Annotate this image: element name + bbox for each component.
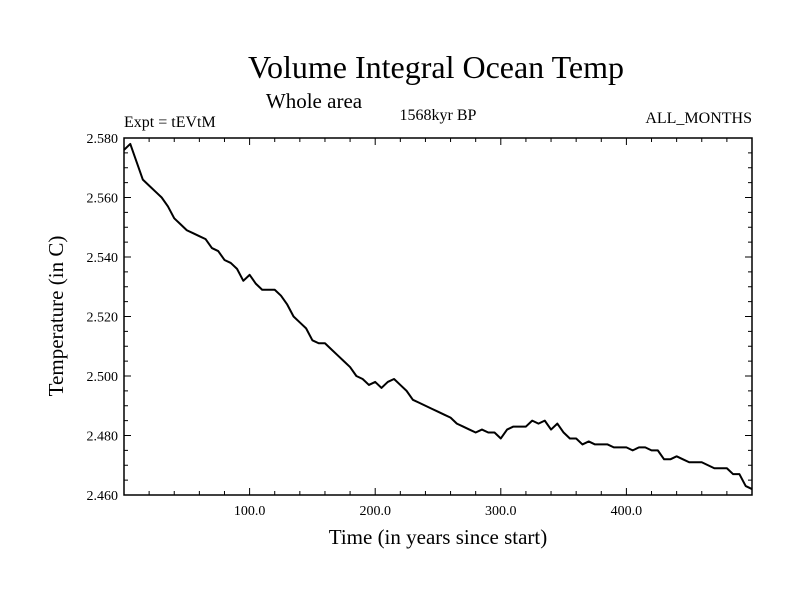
chart-title: Volume Integral Ocean Temp bbox=[248, 49, 624, 85]
y-tick-label: 2.560 bbox=[87, 192, 119, 207]
experiment-label: Expt = tEVtM bbox=[124, 114, 216, 131]
x-tick-label: 300.0 bbox=[485, 504, 517, 519]
x-axis: 100.0 200.0 300.0 400.0 bbox=[148, 138, 728, 519]
chart-subtitle: Whole area bbox=[266, 89, 363, 113]
x-axis-label: Time (in years since start) bbox=[329, 525, 548, 549]
y-axis-label: Temperature (in C) bbox=[44, 236, 68, 397]
y-tick-label: 2.540 bbox=[87, 251, 119, 266]
x-tick-label: 100.0 bbox=[234, 504, 266, 519]
period-label: 1568kyr BP bbox=[400, 107, 477, 124]
y-tick-label: 2.520 bbox=[87, 311, 119, 326]
y-tick-label: 2.480 bbox=[87, 430, 119, 445]
y-tick-label: 2.460 bbox=[87, 489, 119, 504]
y-tick-label: 2.500 bbox=[87, 370, 119, 385]
plot-frame bbox=[123, 137, 753, 496]
y-tick-label: 2.580 bbox=[87, 132, 119, 147]
temperature-series-line bbox=[123, 142, 753, 490]
months-label: ALL_MONTHS bbox=[645, 110, 752, 127]
x-tick-label: 400.0 bbox=[611, 504, 643, 519]
x-tick-label: 200.0 bbox=[359, 504, 391, 519]
y-axis: 2.460 2.480 2.500 2.520 2.540 2.560 2.580 bbox=[87, 132, 752, 504]
